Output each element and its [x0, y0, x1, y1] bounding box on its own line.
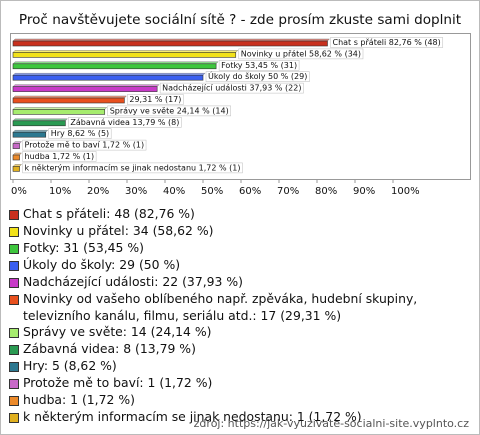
legend-item: Novinky u přátel: 34 (58,62 %) — [9, 223, 479, 240]
x-tick-label: 30% — [125, 186, 147, 197]
bar-top — [12, 118, 69, 122]
bar-label-box — [22, 139, 147, 151]
legend-swatch — [9, 345, 19, 355]
legend-label: k některým informacím se jinak nedostanu… — [23, 409, 362, 424]
bar-label: hudba 1,72 % (1) — [25, 152, 95, 161]
bar — [12, 109, 106, 115]
legend-swatch — [9, 210, 19, 220]
legend-label: Chat s přáteli: 48 (82,76 %) — [23, 206, 195, 221]
chart: Proč navštěvujete sociální sítě ? - zde … — [10, 12, 471, 197]
bar — [12, 166, 20, 172]
legend-item: Chat s přáteli: 48 (82,76 %) — [9, 206, 479, 223]
bar-label-box — [68, 117, 182, 128]
bar-label-box — [48, 128, 112, 139]
source: zdroj: https://jak-vyuzivate-socialni-si… — [193, 417, 469, 430]
legend-item: Hry: 5 (8,62 %) — [9, 358, 479, 375]
legend-swatch — [9, 379, 19, 389]
legend-item: Protože mě to baví: 1 (1,72 %) — [9, 375, 479, 392]
legend-label: Novinky od vašeho oblíbeného např. zpěvá… — [23, 291, 418, 323]
bar-top — [12, 129, 49, 133]
x-tick-label: 90% — [353, 186, 375, 197]
bar-label: Hry 8,62 % (5) — [51, 129, 109, 138]
bar-label: Nadcházející události 37,93 % (22) — [162, 84, 301, 93]
legend-swatch — [9, 396, 19, 406]
bar-label: k některým informacím se jinak nedostanu… — [25, 163, 241, 172]
bar — [12, 120, 66, 127]
legend-swatch — [9, 295, 19, 305]
bar-label-box — [218, 60, 300, 71]
bar-label-box — [238, 48, 364, 60]
legend-label: Fotky: 31 (53,45 %) — [23, 240, 144, 255]
legend-swatch — [9, 278, 19, 288]
bar-top — [12, 95, 127, 99]
bar — [12, 63, 217, 70]
x-tick-label: 40% — [163, 186, 185, 197]
x-tick-label: 100% — [391, 186, 420, 197]
x-tick-label: 20% — [87, 186, 109, 197]
legend-label: Protože mě to baví: 1 (1,72 %) — [23, 375, 213, 390]
bar — [12, 86, 158, 92]
bar — [12, 52, 237, 58]
legend-item: Zábavná videa: 8 (13,79 %) — [9, 341, 479, 358]
bar-top — [12, 107, 108, 110]
bar — [12, 97, 125, 104]
bar — [12, 143, 20, 149]
bar-label: Novinky u přátel 58,62 % (34) — [241, 49, 361, 58]
legend-label: Hry: 5 (8,62 %) — [23, 358, 117, 373]
bar-label-box — [159, 82, 304, 94]
legend-label: Správy ve světe: 14 (24,14 %) — [23, 324, 212, 339]
x-tick-label: 70% — [277, 186, 299, 197]
bar-label-box — [205, 71, 310, 82]
legend-item: Nadcházející události: 22 (37,93 %) — [9, 274, 479, 291]
legend-label: Úkoly do školy: 29 (50 %) — [23, 257, 181, 272]
legend-swatch — [9, 244, 19, 254]
bar-label: Protože mě to baví 1,72 % (1) — [25, 141, 145, 150]
legend-item: Úkoly do školy: 29 (50 %) — [9, 257, 479, 274]
bar-label: 29,31 % (17) — [129, 95, 181, 104]
legend-label: Novinky u přátel: 34 (58,62 %) — [23, 223, 214, 238]
legend-swatch — [9, 328, 19, 338]
bar — [12, 74, 204, 81]
x-tick-label: 10% — [49, 186, 71, 197]
bar-label: Zábavná videa 13,79 % (8) — [70, 118, 179, 127]
legend-item: k některým informacím se jinak nedostanu… — [9, 409, 479, 426]
legend-swatch — [9, 362, 19, 372]
legend-label: Nadcházející události: 22 (37,93 %) — [23, 274, 243, 289]
bar — [12, 131, 47, 138]
bar-top — [12, 72, 206, 76]
x-tick-label: 60% — [239, 186, 261, 197]
bar-label: Chat s přáteli 82,76 % (48) — [332, 38, 440, 47]
bar — [12, 154, 20, 161]
chart-title: Proč navštěvujete sociální sítě ? - zde … — [19, 12, 461, 28]
x-tick-label: 80% — [315, 186, 337, 197]
legend-swatch — [9, 227, 19, 237]
bar-top — [12, 61, 219, 65]
bar — [12, 40, 328, 47]
bar-label: Úkoly do školy 50 % (29) — [208, 70, 307, 81]
legend-item: Správy ve světe: 14 (24,14 %) — [9, 324, 479, 341]
legend-item: Fotky: 31 (53,45 %) — [9, 240, 479, 257]
bar-top — [12, 84, 160, 87]
legend-item: Novinky od vašeho oblíbeného např. zpěvá… — [9, 291, 479, 324]
bar-label-box — [330, 37, 444, 48]
bar-label-box — [127, 94, 184, 105]
bar-label-box — [107, 105, 231, 117]
x-tick-label: 50% — [201, 186, 223, 197]
legend-label: hudba: 1 (1,72 %) — [23, 392, 135, 407]
bar-label-box — [22, 151, 97, 162]
legend-label: Zábavná videa: 8 (13,79 %) — [23, 341, 196, 356]
legend-swatch — [9, 261, 19, 271]
bar-label: Správy ve světe 24,14 % (14) — [110, 106, 229, 115]
x-tick-label: 0% — [11, 186, 27, 197]
legend-swatch — [9, 413, 19, 423]
bar-label-box — [22, 162, 243, 174]
legend-item: hudba: 1 (1,72 %) — [9, 392, 479, 409]
bar-label: Fotky 53,45 % (31) — [221, 61, 297, 70]
